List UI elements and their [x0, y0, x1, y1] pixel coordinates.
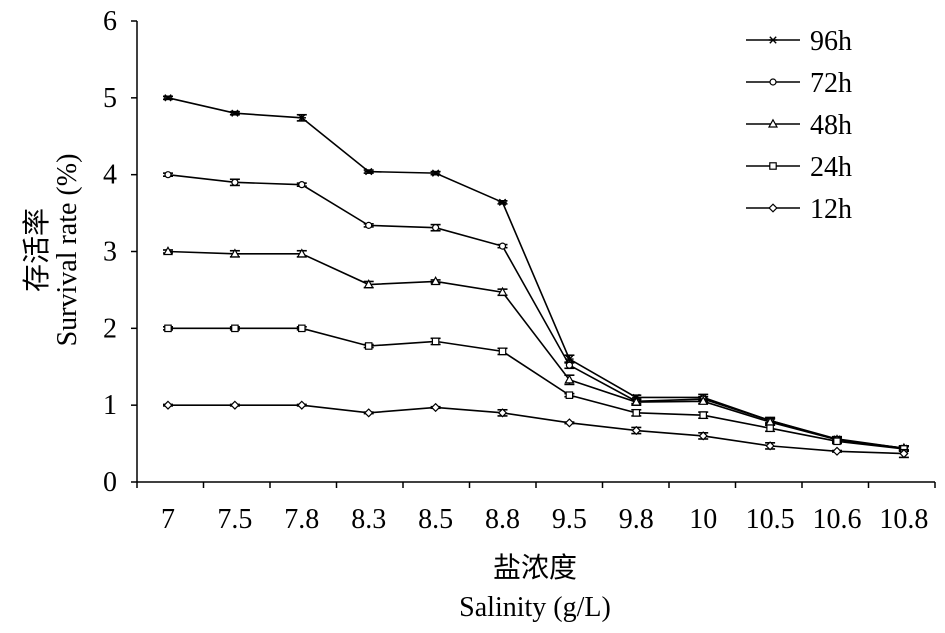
series-72h [163, 171, 909, 452]
marker-triangle [698, 395, 709, 405]
marker-circle [769, 78, 777, 86]
marker-square [231, 324, 239, 333]
series-layer [162, 94, 909, 459]
marker-diamond [564, 418, 575, 428]
series-48h [162, 246, 909, 452]
marker-star [498, 198, 507, 207]
marker-square [164, 324, 172, 333]
marker-diamond [497, 408, 508, 418]
marker-circle [365, 221, 373, 229]
marker-triangle [162, 246, 174, 256]
x-tick-label: 10.8 [879, 504, 928, 535]
legend-label: 24h [810, 152, 852, 183]
series-96h [163, 94, 909, 452]
marker-diamond [430, 402, 441, 413]
x-axis-title-cn: 盐浓度 [493, 552, 577, 584]
marker-star [230, 109, 240, 117]
marker-square [364, 342, 373, 350]
marker-diamond [297, 400, 307, 410]
legend: 96h 72h 48h 24h 12h [746, 26, 852, 225]
marker-square [298, 324, 306, 333]
marker-square [565, 391, 574, 399]
marker-diamond [698, 431, 708, 441]
y-axis-title-en: Survival rate (%) [52, 154, 83, 347]
x-tick-label: 8.3 [351, 504, 386, 535]
legend-label: 72h [810, 68, 852, 99]
marker-square [498, 347, 507, 356]
series-line-96h [167, 97, 905, 449]
marker-triangle [564, 374, 575, 384]
marker-square [766, 424, 774, 433]
marker-triangle [767, 118, 779, 128]
y-axis-title-cn: 存活率 [21, 208, 53, 292]
legend-label: 96h [810, 26, 852, 57]
marker-diamond [765, 441, 775, 451]
marker-triangle [363, 279, 374, 289]
y-tick-label: 3 [103, 237, 117, 268]
marker-square [833, 437, 841, 446]
x-tick-label: 9.8 [619, 504, 654, 535]
marker-square [431, 337, 440, 346]
series-line-48h [167, 250, 905, 449]
marker-circle [164, 171, 172, 179]
series-12h [163, 400, 909, 459]
y-tick-label: 2 [103, 313, 117, 344]
marker-star [431, 169, 440, 177]
x-axis-title-en: Salinity (g/L) [459, 592, 611, 623]
marker-star [297, 114, 306, 122]
marker-triangle [296, 248, 307, 258]
y-tick-label: 5 [103, 83, 117, 114]
marker-star [364, 167, 373, 176]
axes: 0 1 2 3 4 5 6 7 7.5 7.8 8.3 8.5 8.8 9.5 9.8 10 10.5 10.6 1… [103, 6, 936, 535]
series-line-12h [168, 404, 904, 455]
marker-circle [432, 224, 440, 232]
y-tick-label: 0 [103, 467, 117, 498]
x-tick-label: 10.6 [813, 504, 862, 535]
marker-triangle [229, 248, 240, 258]
marker-star [163, 94, 173, 102]
legend-label: 48h [810, 110, 852, 141]
x-tick-label: 10.5 [746, 504, 795, 535]
y-tick-label: 4 [103, 160, 117, 191]
marker-square [632, 409, 641, 417]
marker-diamond [230, 400, 240, 410]
marker-diamond [768, 203, 778, 213]
x-tick-label: 10 [689, 504, 717, 535]
marker-triangle [631, 396, 642, 406]
marker-triangle [497, 286, 508, 296]
marker-circle [231, 178, 239, 186]
legend-item-24h: 24h [746, 152, 852, 183]
marker-star [768, 36, 778, 44]
x-tick-label: 7.8 [284, 504, 319, 535]
series-line-24h [168, 327, 904, 450]
x-tick-label: 8.5 [418, 504, 453, 535]
series-24h [163, 324, 909, 453]
marker-circle [498, 242, 507, 250]
legend-item-12h: 12h [746, 194, 852, 225]
marker-diamond [631, 425, 641, 436]
y-tick-label: 6 [103, 6, 117, 37]
x-tick-label: 9.5 [552, 504, 587, 535]
marker-triangle [430, 276, 441, 286]
marker-diamond [832, 446, 842, 456]
legend-item-72h: 72h [746, 68, 852, 99]
marker-square [769, 162, 777, 170]
marker-diamond [899, 448, 909, 459]
x-tick-label: 7 [161, 504, 175, 535]
y-tick-label: 1 [103, 390, 117, 421]
series-line-72h [167, 173, 905, 449]
marker-diamond [364, 408, 374, 418]
marker-square [699, 411, 708, 419]
marker-circle [298, 181, 306, 189]
legend-item-96h: 96h [746, 26, 852, 57]
legend-item-48h: 48h [746, 110, 852, 141]
x-tick-label: 7.5 [217, 504, 252, 535]
legend-label: 12h [810, 194, 852, 225]
marker-diamond [163, 400, 173, 410]
x-tick-label: 8.8 [485, 504, 520, 535]
marker-circle [565, 361, 574, 369]
